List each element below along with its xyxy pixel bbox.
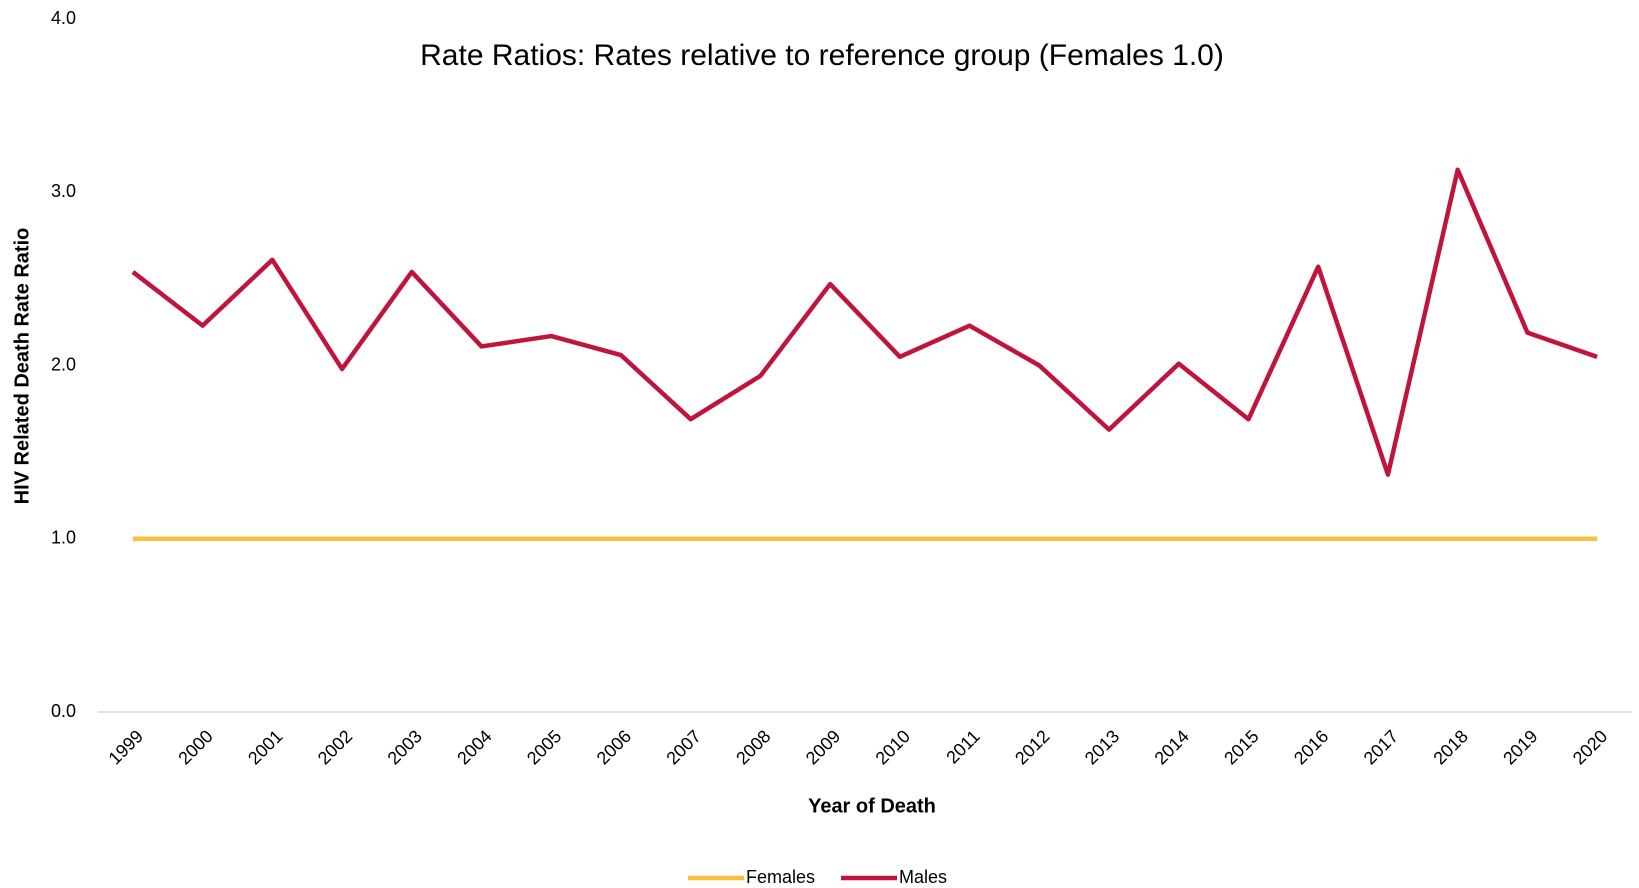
y-axis-title: HIV Related Death Rate Ratio xyxy=(11,228,33,505)
x-tick-label: 2005 xyxy=(523,726,565,768)
x-tick-label: 2004 xyxy=(453,726,495,768)
x-tick-label: 2010 xyxy=(872,726,914,768)
x-tick-label: 2007 xyxy=(662,726,704,768)
x-tick-label: 2002 xyxy=(314,726,356,768)
x-tick-label: 2011 xyxy=(942,726,984,768)
x-tick-label: 2012 xyxy=(1011,726,1053,768)
y-tick-label: 1.0 xyxy=(51,528,76,548)
x-tick-label: 2020 xyxy=(1569,726,1611,768)
x-tick-label: 2016 xyxy=(1290,726,1332,768)
x-tick-label: 2014 xyxy=(1151,726,1193,768)
y-tick-label: 0.0 xyxy=(51,701,76,721)
y-tick-label: 4.0 xyxy=(51,8,76,28)
line-series xyxy=(131,167,1598,477)
x-tick-label: 2017 xyxy=(1360,726,1402,768)
x-tick-label: 2019 xyxy=(1499,726,1541,768)
x-tick-label: 2009 xyxy=(802,726,844,768)
y-tick-label: 2.0 xyxy=(51,354,76,374)
x-tick-label: 2001 xyxy=(244,726,286,768)
x-tick-label: 1999 xyxy=(105,726,147,768)
x-axis-title: Year of Death xyxy=(808,795,936,817)
x-tick-label: 2013 xyxy=(1081,726,1123,768)
legend-label: Females xyxy=(746,867,815,887)
y-tick-label: 3.0 xyxy=(51,181,76,201)
x-tick-label: 2008 xyxy=(732,726,774,768)
x-tick-label: 2003 xyxy=(384,726,426,768)
x-tick-label: 2018 xyxy=(1429,726,1471,768)
x-tick-label: 2000 xyxy=(174,726,216,768)
x-tick-label: 2006 xyxy=(593,726,635,768)
chart-title: Rate Ratios: Rates relative to reference… xyxy=(420,39,1224,72)
legend-label: Males xyxy=(899,867,947,887)
x-tick-label: 2015 xyxy=(1220,726,1262,768)
